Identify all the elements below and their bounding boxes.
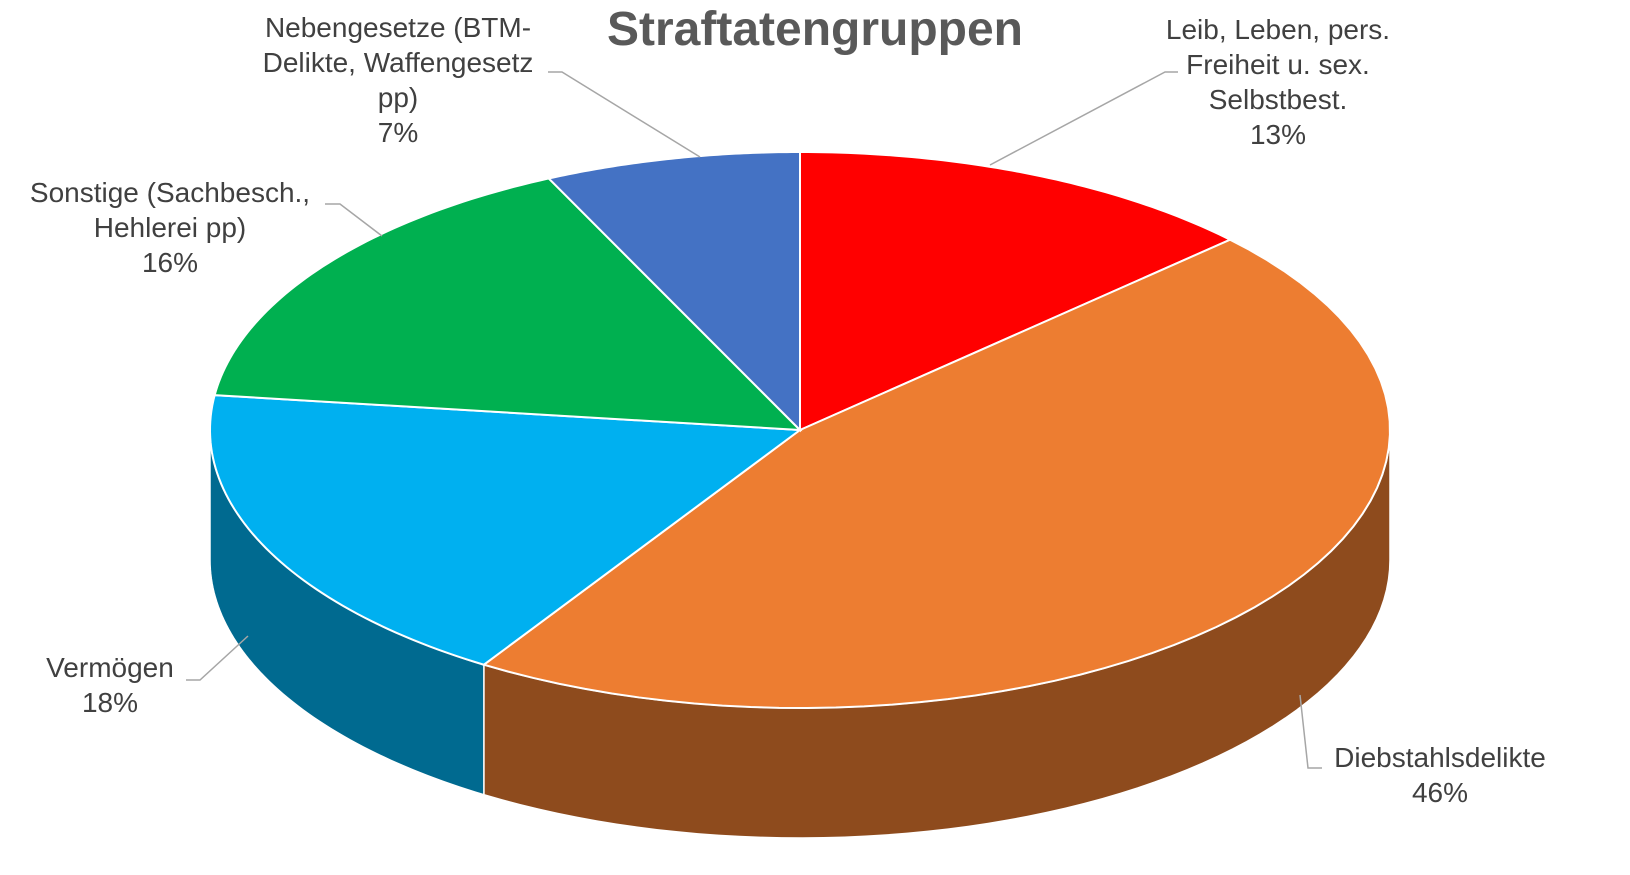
leader-line <box>989 71 1178 166</box>
slice <box>799 150 1233 432</box>
category-label: Vermögen <box>46 652 174 683</box>
category-label: Diebstahlsdelikte <box>1334 742 1546 773</box>
data-label: Diebstahlsdelikte 46% <box>1310 740 1570 810</box>
chart-title: Straftatengruppen <box>606 3 1023 56</box>
data-label: Nebengesetze (BTM-Delikte, Waffengesetz … <box>248 10 548 150</box>
leader-lines <box>186 71 1322 769</box>
category-label: Nebengesetze (BTM-Delikte, Waffengesetz … <box>262 12 534 113</box>
category-label: Leib, Leben, pers. Freiheit u. sex. Selb… <box>1165 14 1391 115</box>
value-label: 13% <box>1249 119 1307 150</box>
slice <box>213 177 803 432</box>
data-label: Leib, Leben, pers. Freiheit u. sex. Selb… <box>1143 12 1413 152</box>
leader-line <box>325 203 383 237</box>
slice <box>546 150 801 433</box>
value-label: 18% <box>81 687 139 718</box>
pie <box>209 150 1391 839</box>
value-label: 7% <box>377 117 419 148</box>
leader-line <box>1299 694 1322 769</box>
value-label: 16% <box>141 247 199 278</box>
data-label: Vermögen 18% <box>10 650 210 720</box>
data-label: Sonstige (Sachbesch., Hehlerei pp) 16% <box>10 175 330 280</box>
slice <box>209 394 803 666</box>
leader-line <box>548 71 701 158</box>
slice <box>481 238 1391 709</box>
category-label: Sonstige (Sachbesch., Hehlerei pp) <box>29 177 311 243</box>
leader-line <box>186 635 249 681</box>
value-label: 46% <box>1411 777 1469 808</box>
